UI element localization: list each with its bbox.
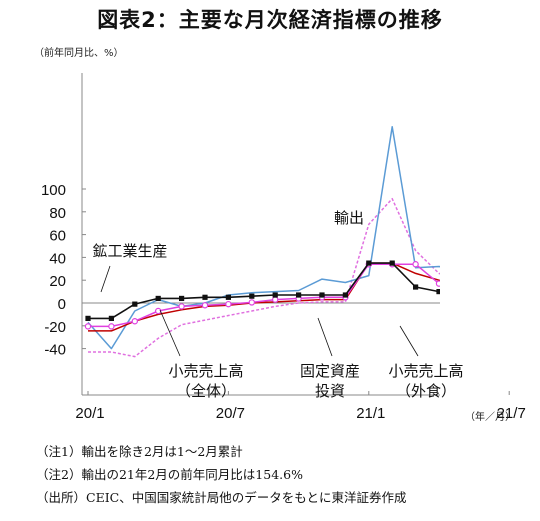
chart-title: 図表2：主要な月次経済指標の推移 bbox=[97, 8, 443, 32]
point-retail_total bbox=[108, 323, 115, 330]
point-industrial bbox=[85, 315, 91, 321]
x-tick-label: 21/1 bbox=[356, 405, 385, 422]
point-retail_total bbox=[435, 280, 440, 287]
y-tick-label: -20 bbox=[44, 319, 66, 336]
label-pointer bbox=[399, 325, 419, 357]
point-industrial bbox=[179, 295, 185, 302]
series-label-retail_food-line2: （外食） bbox=[396, 382, 456, 400]
x-tick-label: 20/7 bbox=[216, 405, 245, 422]
point-retail_total bbox=[272, 296, 279, 303]
series-label-retail_food: 小売売上高 bbox=[388, 362, 463, 380]
point-industrial bbox=[366, 260, 372, 266]
point-industrial bbox=[460, 290, 465, 295]
series-label-retail_total: 小売売上高 bbox=[168, 362, 243, 380]
point-retail_total bbox=[460, 287, 465, 292]
y-unit-label: （前年同月比、%） bbox=[34, 48, 124, 59]
point-industrial bbox=[413, 284, 419, 290]
point-industrial bbox=[389, 260, 395, 266]
point-retail_total bbox=[84, 323, 92, 330]
point-retail_total bbox=[530, 298, 535, 303]
y-tick-label: 0 bbox=[58, 296, 66, 313]
x-unit-label: （年／月） bbox=[465, 410, 515, 423]
point-industrial bbox=[272, 292, 278, 298]
y-tick-label: 80 bbox=[49, 205, 66, 222]
series-line-industrial bbox=[88, 262, 440, 320]
point-retail_total bbox=[201, 302, 209, 309]
point-retail_total bbox=[131, 318, 138, 325]
y-tick-label: 40 bbox=[49, 250, 66, 267]
point-retail_total bbox=[507, 291, 512, 296]
point-industrial bbox=[507, 294, 512, 299]
series-line-fixed_asset bbox=[88, 262, 440, 332]
series-label-industrial: 鉱工業生産 bbox=[92, 242, 167, 260]
y-tick-label: -40 bbox=[44, 342, 66, 359]
point-industrial bbox=[436, 289, 440, 295]
label-pointer bbox=[317, 317, 333, 357]
point-industrial bbox=[319, 292, 325, 298]
y-tick-label: 100 bbox=[41, 182, 66, 199]
point-industrial bbox=[530, 295, 535, 300]
y-tick-label: 60 bbox=[49, 228, 66, 245]
series-label-fixed_asset-line2: 投資 bbox=[315, 382, 345, 400]
point-industrial bbox=[155, 295, 161, 302]
point-industrial bbox=[249, 293, 255, 299]
note-1: （注1）輸出を除き2月は1〜2月累計 bbox=[36, 444, 243, 459]
point-industrial bbox=[296, 292, 302, 298]
series-group bbox=[84, 126, 535, 358]
point-industrial bbox=[132, 301, 138, 307]
point-retail_total bbox=[248, 299, 255, 306]
x-tick-label: 21/7 bbox=[497, 405, 526, 422]
y-tick-label: 20 bbox=[49, 273, 66, 290]
point-retail_total bbox=[483, 287, 488, 292]
label-pointer bbox=[159, 309, 181, 357]
point-industrial bbox=[342, 292, 348, 298]
series-label-fixed_asset: 固定資産 bbox=[300, 362, 360, 380]
series-line-export bbox=[87, 126, 440, 350]
point-retail_total bbox=[178, 303, 185, 310]
point-industrial bbox=[225, 294, 231, 300]
series-line-retail_food bbox=[88, 197, 440, 358]
label-pointer bbox=[100, 265, 111, 293]
point-industrial bbox=[483, 291, 488, 296]
point-industrial bbox=[108, 315, 114, 321]
point-retail_total bbox=[225, 300, 232, 308]
x-tick-label: 20/1 bbox=[75, 405, 104, 422]
series-line-retail_total bbox=[88, 263, 440, 328]
point-industrial bbox=[202, 294, 208, 300]
series-label-retail_total-line2: （全体） bbox=[176, 382, 236, 400]
series-label-export: 輸出 bbox=[334, 209, 364, 227]
note-2: （注2）輸出の21年2月の前年同月比は154.6% bbox=[36, 467, 303, 482]
point-retail_total bbox=[412, 261, 419, 268]
note-3: （出所）CEIC、中国国家統計局他のデータをもとに東洋証券作成 bbox=[36, 490, 407, 505]
